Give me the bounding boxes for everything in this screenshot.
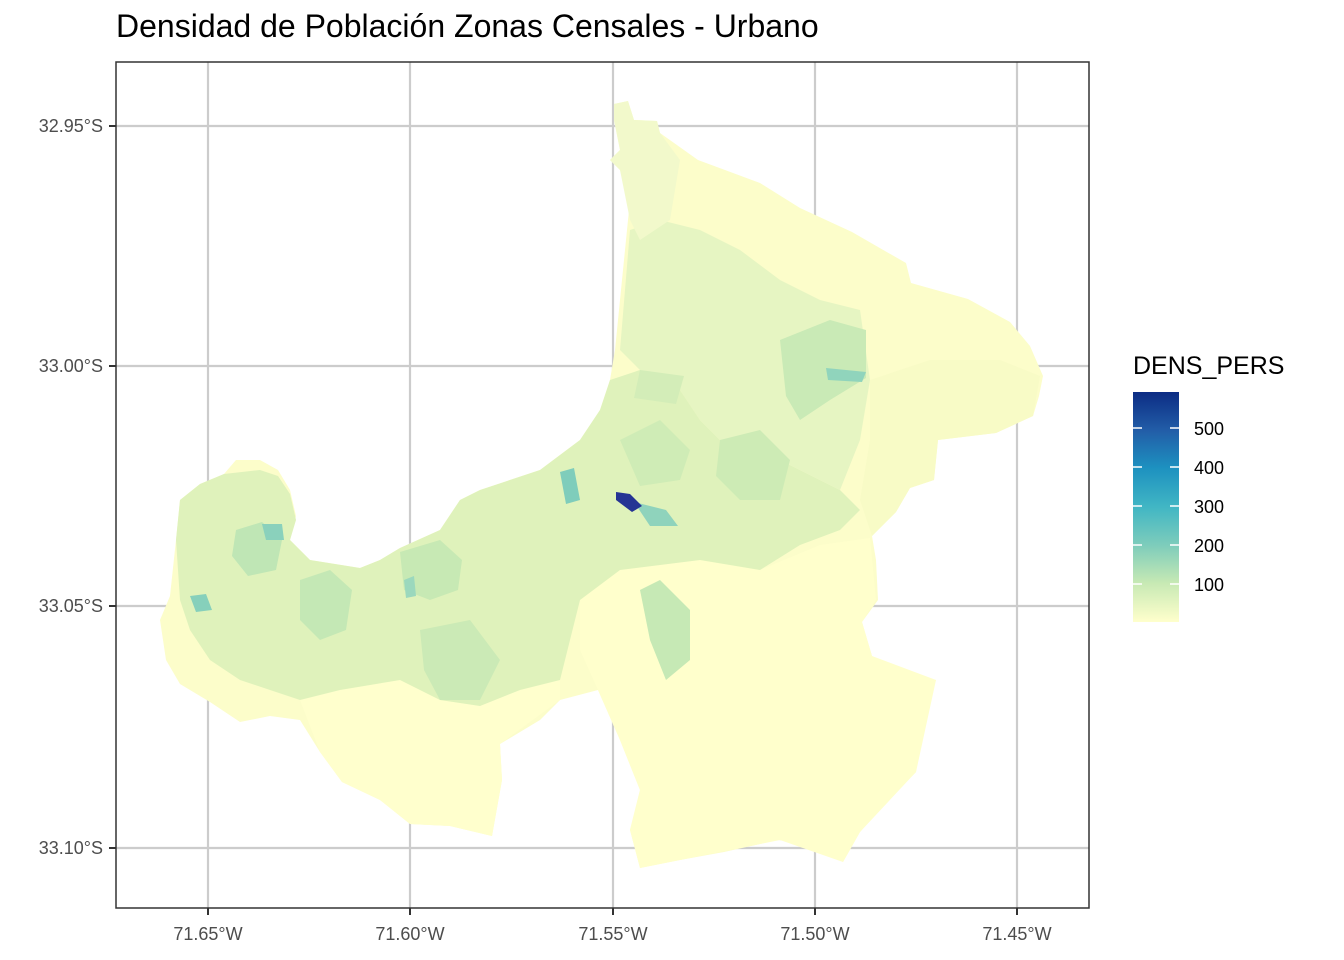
zone-high-2	[634, 502, 678, 526]
zone-high-5	[826, 368, 866, 382]
zone-east	[860, 360, 1040, 536]
zone-medium-6	[620, 420, 690, 486]
y-tick-label-4: 33.10°S	[39, 838, 103, 858]
zone-medium-2	[300, 570, 352, 640]
zone-urban-north	[620, 220, 870, 490]
zone-medium-4	[780, 320, 866, 420]
zone-high-1	[560, 468, 580, 504]
y-tick-label-3: 33.05°S	[39, 596, 103, 616]
axis-ticks	[109, 125, 1018, 915]
map-title: Densidad de Población Zonas Censales - U…	[116, 8, 819, 44]
legend-label-3: 300	[1194, 497, 1224, 517]
x-tick-label-3: 71.55°W	[578, 924, 647, 944]
x-tick-label-2: 71.60°W	[375, 924, 444, 944]
legend-label-1: 500	[1194, 419, 1224, 439]
x-tick-label-4: 71.50°W	[780, 924, 849, 944]
x-tick-label-5: 71.45°W	[982, 924, 1051, 944]
legend: DENS_PERS 500 400 300 200 100	[1133, 352, 1284, 622]
zone-high-3	[190, 594, 212, 612]
zone-medium-1	[400, 540, 462, 600]
legend-title: DENS_PERS	[1133, 352, 1284, 380]
legend-label-2: 400	[1194, 458, 1224, 478]
zone-north-tip	[610, 101, 680, 240]
legend-label-5: 100	[1194, 575, 1224, 595]
zone-high-4	[262, 524, 284, 540]
panel-border	[115, 61, 1090, 909]
zone-peak	[616, 492, 642, 512]
x-tick-label-1: 71.65°W	[173, 924, 242, 944]
zone-medium-5	[716, 430, 790, 500]
census-zones	[160, 101, 1043, 868]
zone-medium-7	[640, 580, 690, 680]
zone-high-6	[404, 576, 416, 598]
legend-label-4: 200	[1194, 536, 1224, 556]
zone-medium-8	[420, 620, 500, 700]
zone-medium-9	[634, 370, 684, 404]
legend-ticks	[1133, 427, 1179, 585]
zone-south	[300, 680, 560, 836]
y-tick-label-1: 32.95°S	[39, 116, 103, 136]
y-tick-label-2: 33.00°S	[39, 356, 103, 376]
legend-colorbar	[1133, 392, 1179, 622]
